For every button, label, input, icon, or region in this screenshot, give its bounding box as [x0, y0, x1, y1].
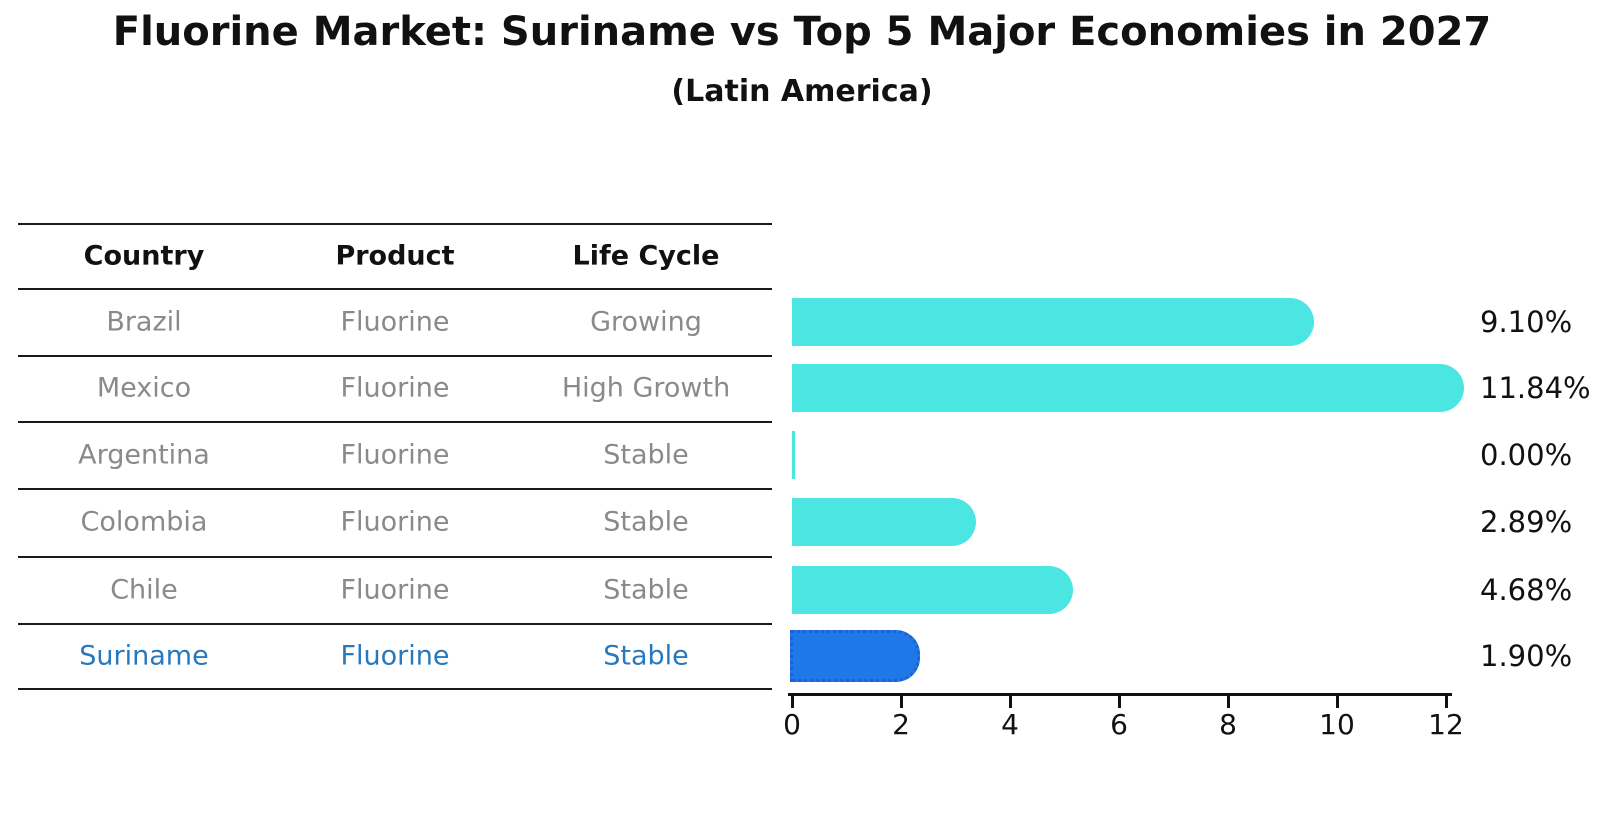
life-cycle-cell: High Growth	[561, 372, 731, 404]
life-cycle-cell: Growing	[590, 306, 702, 337]
x-axis-tick	[1009, 696, 1012, 708]
table-bottom-rule	[18, 688, 772, 690]
product-cell: Fluorine	[340, 574, 450, 605]
x-axis-tick	[1445, 696, 1448, 708]
chart-title: Fluorine Market: Suriname vs Top 5 Major…	[112, 9, 1492, 55]
value-label-chile: 4.68%	[1480, 572, 1573, 607]
bar-mexico	[792, 364, 1464, 412]
value-label-suriname: 1.90%	[1480, 638, 1573, 673]
bar-argentina	[792, 430, 795, 479]
table-row-rule	[18, 355, 772, 357]
table-row-suriname: Suriname Fluorine Stable 1.90%	[0, 623, 1604, 688]
product-cell: Fluorine	[340, 372, 450, 404]
country-cell: Suriname	[79, 640, 209, 671]
country-cell: Colombia	[80, 506, 208, 538]
header-country: Country	[83, 240, 205, 271]
table-row-brazil: Brazil Fluorine Growing 9.10%	[0, 288, 1604, 355]
country-cell: Argentina	[78, 439, 210, 470]
life-cycle-cell: Stable	[603, 506, 689, 538]
x-tick-label-2: 2	[892, 708, 910, 741]
table-row-colombia: Colombia Fluorine Stable 2.89%	[0, 488, 1604, 556]
x-axis-tick	[791, 696, 794, 708]
product-cell: Fluorine	[340, 640, 450, 671]
x-axis-tick	[1227, 696, 1230, 708]
table-row-mexico: Mexico Fluorine High Growth 11.84%	[0, 355, 1604, 421]
value-label-argentina: 0.00%	[1480, 437, 1573, 472]
table-row-chile: Chile Fluorine Stable 4.68%	[0, 556, 1604, 623]
chart-subtitle: (Latin America)	[671, 74, 933, 109]
x-tick-label-4: 4	[1001, 708, 1019, 741]
country-cell: Brazil	[106, 306, 182, 337]
table-row-rule	[18, 556, 772, 558]
product-cell: Fluorine	[340, 306, 450, 337]
x-tick-label-0: 0	[783, 708, 801, 741]
x-axis-tick	[1118, 696, 1121, 708]
country-cell: Chile	[110, 574, 178, 605]
table-row-rule	[18, 421, 772, 423]
table-top-rule	[18, 223, 772, 225]
bar-suriname-highlight	[790, 629, 920, 682]
table-row-rule	[18, 488, 772, 490]
product-cell: Fluorine	[340, 506, 450, 538]
header-life-cycle: Life Cycle	[572, 240, 720, 271]
x-axis-line	[788, 693, 1452, 696]
x-tick-label-6: 6	[1110, 708, 1128, 741]
country-cell: Mexico	[96, 372, 192, 404]
life-cycle-cell: Stable	[603, 640, 689, 671]
value-label-colombia: 2.89%	[1480, 505, 1573, 539]
x-tick-label-10: 10	[1319, 708, 1355, 741]
table-row-argentina: Argentina Fluorine Stable 0.00%	[0, 421, 1604, 488]
bar-brazil	[792, 297, 1315, 346]
table-header-row: Country Product Life Cycle	[0, 223, 1604, 288]
bar-colombia	[792, 498, 976, 546]
value-label-brazil: 9.10%	[1480, 304, 1573, 339]
bar-chile	[792, 565, 1074, 614]
value-label-mexico: 11.84%	[1480, 371, 1591, 405]
table-header-rule	[18, 288, 772, 290]
table-row-rule	[18, 623, 772, 625]
x-tick-label-12: 12	[1428, 708, 1464, 741]
x-axis-tick	[900, 696, 903, 708]
x-axis-tick	[1336, 696, 1339, 708]
x-tick-label-8: 8	[1219, 708, 1237, 741]
life-cycle-cell: Stable	[603, 574, 689, 605]
product-cell: Fluorine	[340, 439, 450, 470]
header-product: Product	[335, 240, 455, 271]
life-cycle-cell: Stable	[603, 439, 689, 470]
